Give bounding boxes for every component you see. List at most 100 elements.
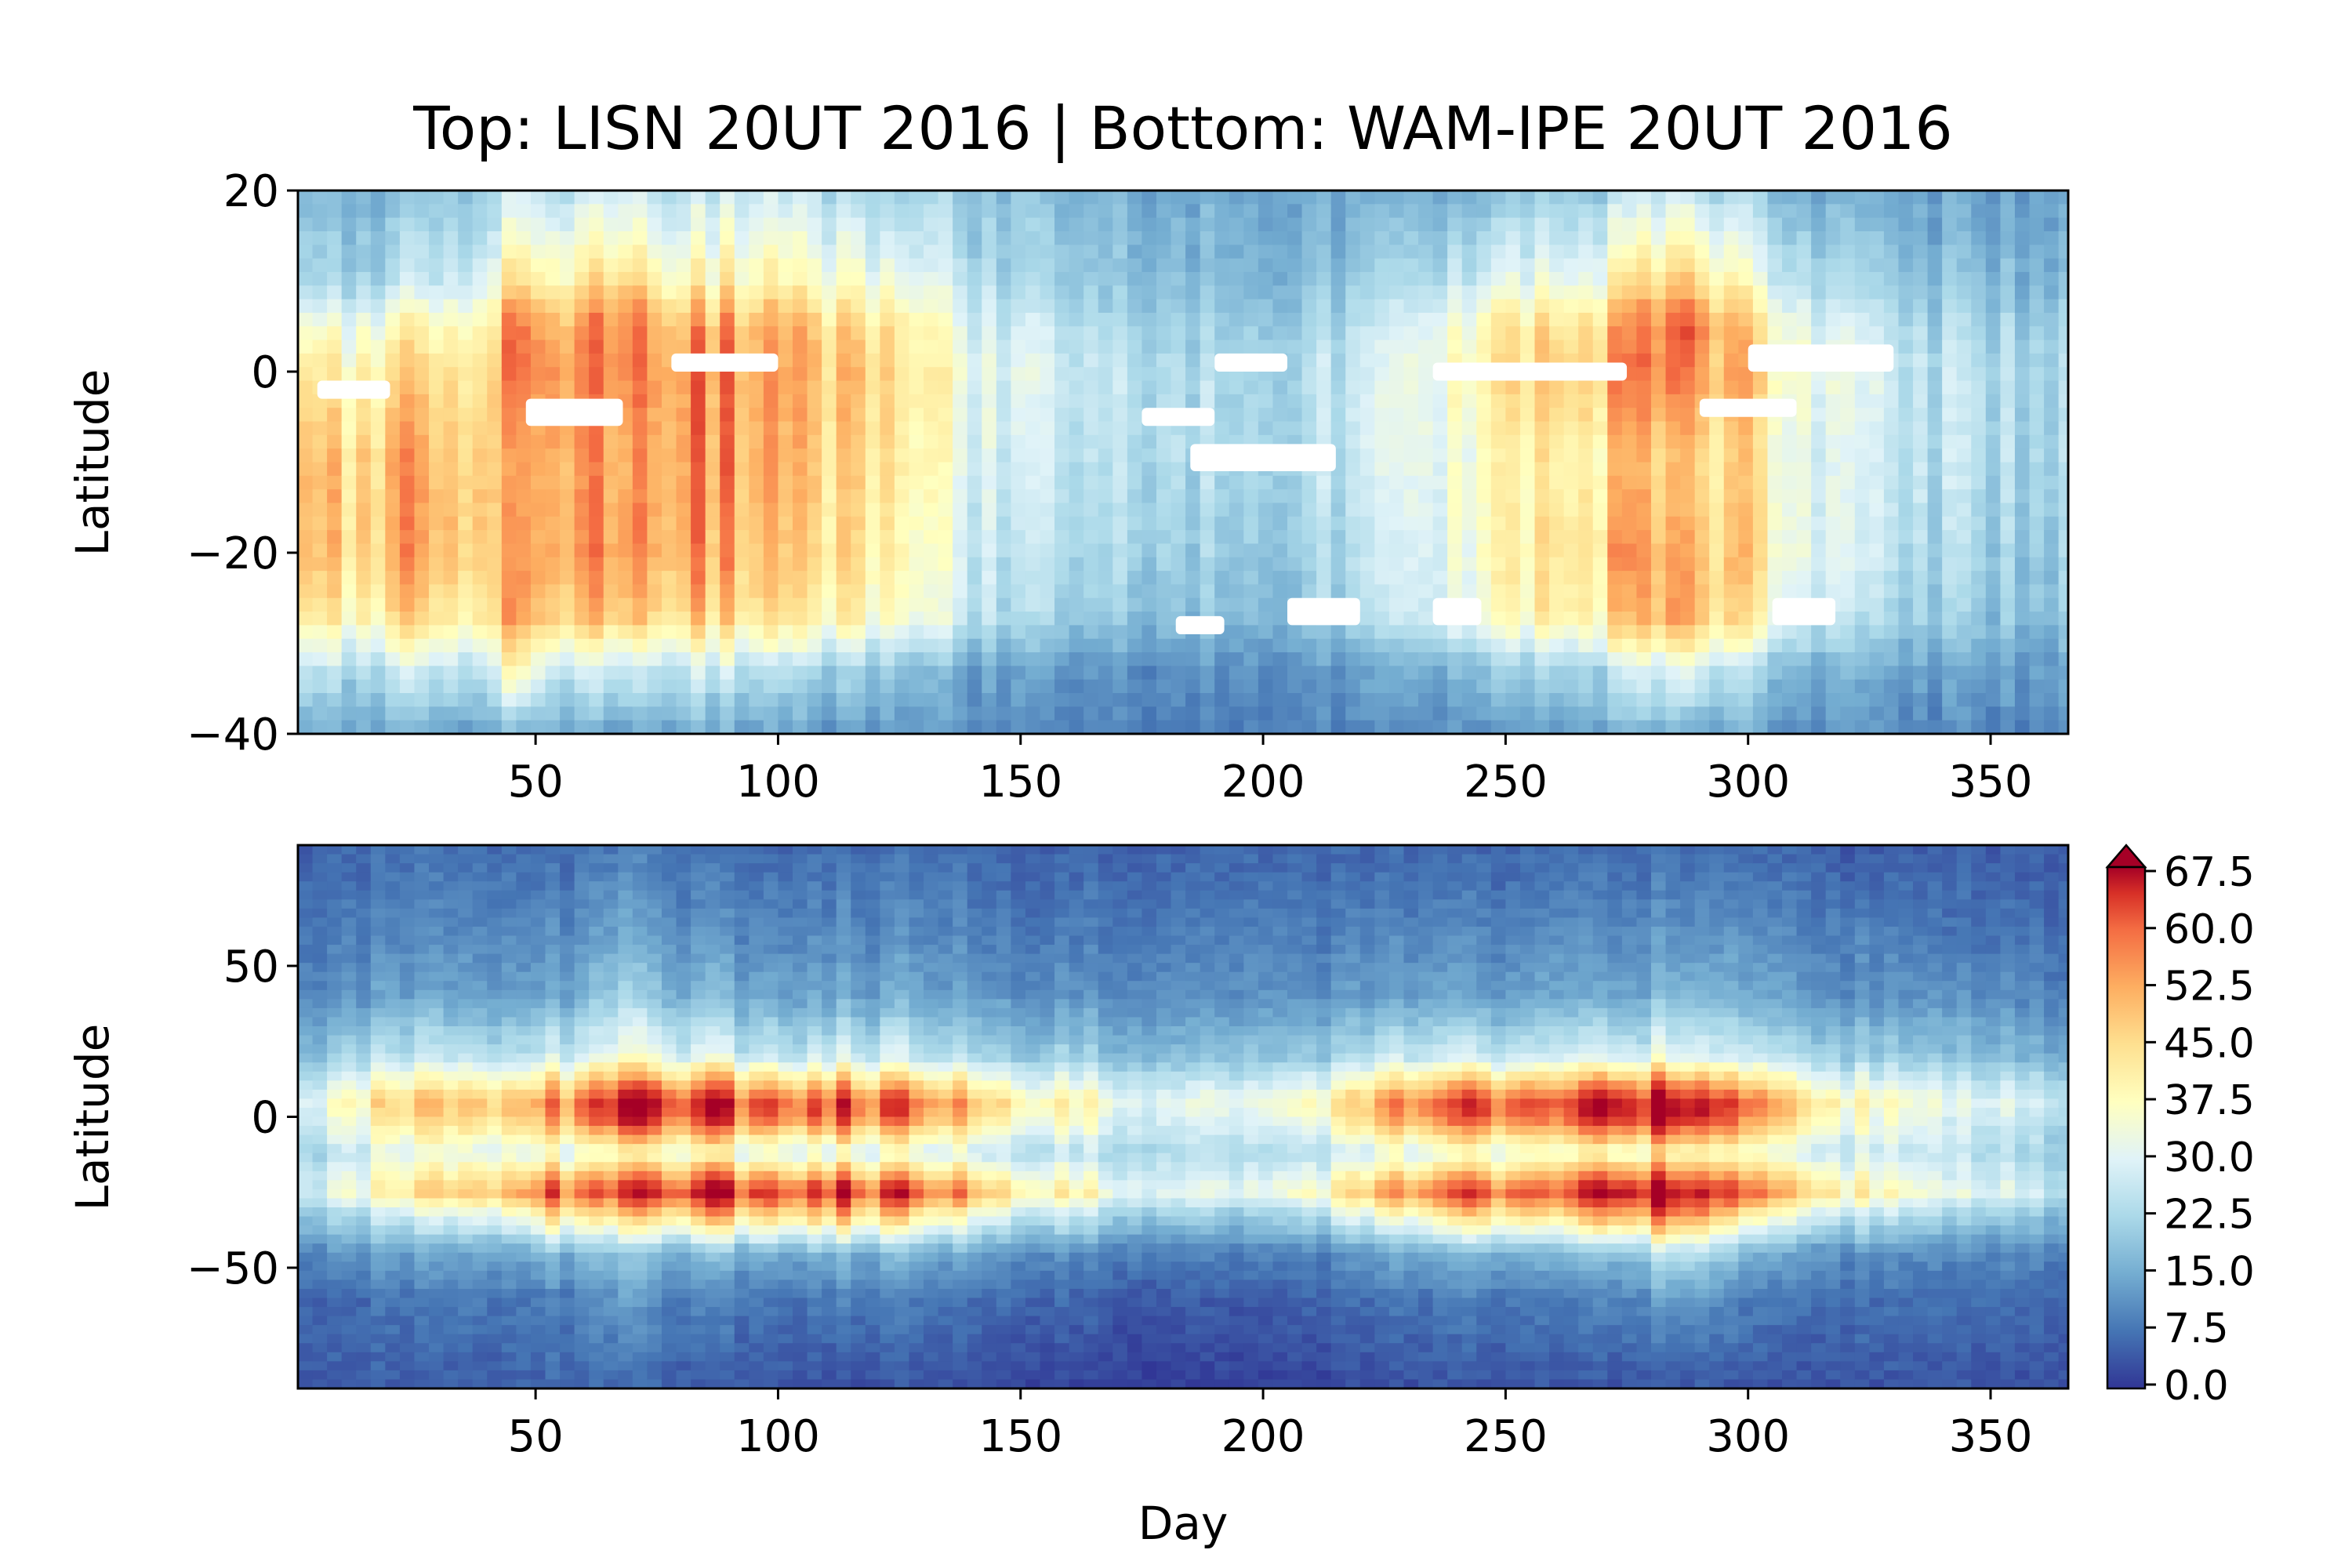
heatmap-cell: [894, 530, 910, 545]
heatmap-cell: [589, 612, 604, 626]
heatmap-cell: [1549, 448, 1565, 463]
heatmap-cell: [1316, 679, 1332, 694]
heatmap-cell: [967, 434, 982, 449]
heatmap-cell: [1476, 421, 1492, 436]
heatmap-cell: [1054, 271, 1070, 286]
heatmap-cell: [1200, 557, 1215, 572]
heatmap-cell: [1171, 204, 1186, 219]
heatmap-cell: [1490, 625, 1506, 640]
heatmap-cell: [1490, 557, 1506, 572]
heatmap-cell: [1505, 299, 1521, 314]
heatmap-cell: [909, 475, 924, 490]
heatmap-cell: [2000, 516, 2016, 531]
heatmap-cell: [1854, 625, 1870, 640]
heatmap-cell: [763, 679, 779, 694]
heatmap-cell: [1229, 204, 1244, 219]
heatmap-cell: [647, 326, 662, 341]
heatmap-cell: [1883, 408, 1900, 423]
heatmap-cell: [1723, 625, 1739, 640]
heatmap-cell: [589, 584, 604, 599]
heatmap-cell: [1083, 408, 1099, 423]
heatmap-cell: [399, 557, 416, 572]
heatmap-cell: [1927, 543, 1943, 558]
heatmap-cell: [1388, 191, 1405, 205]
heatmap-cell: [1782, 285, 1798, 300]
heatmap-cell: [1752, 217, 1769, 232]
heatmap-cell: [2029, 394, 2045, 408]
heatmap-cell: [1956, 489, 1972, 504]
heatmap-cell: [734, 543, 750, 558]
heatmap-cell: [1098, 230, 1113, 245]
heatmap-cell: [1519, 679, 1536, 694]
heatmap-cell: [1301, 408, 1317, 423]
heatmap-cell: [851, 597, 866, 612]
heatmap-cell: [1723, 693, 1739, 707]
heatmap-cell: [851, 475, 866, 490]
heatmap-cell: [1665, 720, 1681, 734]
heatmap-cell: [472, 503, 488, 517]
heatmap-cell: [298, 1062, 314, 1073]
heatmap-cell: [647, 652, 662, 666]
heatmap-cell: [1301, 421, 1317, 436]
heatmap-cell: [1767, 638, 1783, 653]
heatmap-cell: [778, 720, 793, 734]
heatmap-cell: [501, 462, 517, 477]
heatmap-cell: [1927, 557, 1943, 572]
heatmap-cell: [1534, 489, 1550, 504]
heatmap-cell: [1040, 245, 1055, 260]
heatmap-cell: [1461, 652, 1477, 666]
heatmap-cell: [1782, 489, 1798, 504]
heatmap-cell: [560, 285, 575, 300]
heatmap-cell: [953, 312, 968, 327]
heatmap-cell: [807, 584, 822, 599]
heatmap-cell: [1883, 204, 1900, 219]
heatmap-cell: [312, 926, 328, 937]
y-tick-label: −20: [187, 528, 279, 579]
heatmap-cell: [1112, 462, 1128, 477]
heatmap-cell: [327, 516, 343, 531]
heatmap-cell: [589, 516, 604, 531]
heatmap-cell: [574, 516, 590, 531]
heatmap-cell: [691, 217, 706, 232]
heatmap-cell: [647, 339, 662, 354]
heatmap-cell: [1272, 191, 1288, 205]
heatmap-cell: [1636, 204, 1652, 219]
heatmap-cell: [734, 720, 750, 734]
heatmap-cell: [880, 326, 895, 341]
heatmap-cell: [1243, 571, 1259, 586]
heatmap-cell: [487, 625, 503, 640]
heatmap-cell: [1796, 652, 1812, 666]
heatmap-cell: [1549, 597, 1565, 612]
heatmap-cell: [370, 706, 386, 721]
heatmap-cell: [734, 679, 750, 694]
heatmap-cell: [938, 394, 953, 408]
heatmap-cell: [589, 271, 604, 286]
heatmap-cell: [1621, 584, 1638, 599]
heatmap-cell: [1025, 530, 1041, 545]
heatmap-cell: [1301, 557, 1317, 572]
heatmap-cell: [1316, 557, 1332, 572]
heatmap-cell: [1229, 503, 1244, 517]
heatmap-cell: [938, 204, 953, 219]
heatmap-cell: [807, 204, 822, 219]
heatmap-cell: [1447, 394, 1463, 408]
heatmap-cell: [1694, 543, 1710, 558]
heatmap-cell: [603, 530, 619, 545]
heatmap-cell: [2014, 543, 2031, 558]
heatmap-cell: [545, 530, 561, 545]
heatmap-cell: [2014, 571, 2031, 586]
heatmap-cell: [2014, 339, 2031, 354]
heatmap-cell: [720, 421, 735, 436]
heatmap-cell: [1650, 394, 1667, 408]
heatmap-cell: [1461, 720, 1477, 734]
heatmap-cell: [298, 326, 314, 341]
heatmap-cell: [1709, 245, 1725, 260]
heatmap-cell: [1083, 530, 1099, 545]
heatmap-cell: [1782, 666, 1798, 681]
heatmap-cell: [822, 191, 837, 205]
heatmap-cell: [1418, 204, 1434, 219]
heatmap-cell: [370, 462, 386, 477]
heatmap-cell: [1621, 448, 1638, 463]
heatmap-cell: [720, 516, 735, 531]
heatmap-cell: [661, 625, 677, 640]
